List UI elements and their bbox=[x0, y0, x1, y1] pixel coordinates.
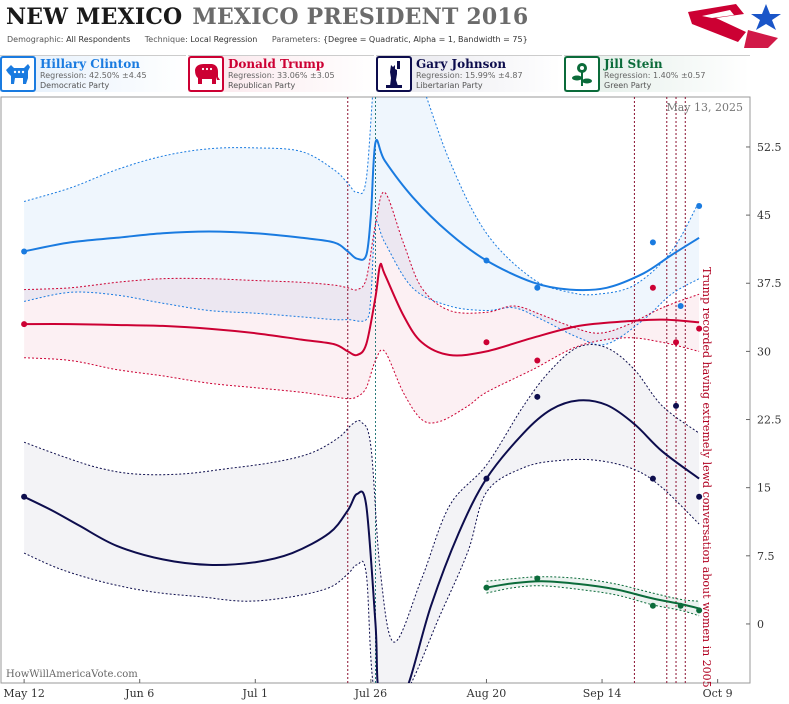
trend-line-johnson bbox=[23, 399, 700, 683]
x-tick-label: Sep 14 bbox=[583, 687, 622, 700]
candidate-party: Republican Party bbox=[228, 81, 296, 90]
chart-header: NEW MEXICO MEXICO PRESIDENT 2016 Demograp… bbox=[0, 0, 789, 54]
event-annotation: Trump recorded having extremely lewd con… bbox=[700, 267, 713, 688]
legend-item-clinton: Hillary Clinton Regression: 42.50% ±4.45… bbox=[0, 55, 186, 92]
x-tick-label: Oct 9 bbox=[703, 687, 733, 700]
poll-point-clinton bbox=[649, 239, 656, 246]
confidence-band-clinton bbox=[24, 97, 700, 345]
lower-bound-trump bbox=[24, 337, 700, 424]
date-label: May 13, 2025 bbox=[666, 101, 743, 114]
trend-line-trump bbox=[24, 262, 700, 357]
poll-point-trump bbox=[21, 321, 28, 328]
candidate-regression: Regression: 42.50% ±4.45 bbox=[40, 71, 147, 80]
poll-point-trump bbox=[649, 284, 656, 291]
polling-chart: 0 7.5 15 22.5 30 37.5 45 52.5 May 12 Jun 6 Jul 1 J… bbox=[0, 95, 789, 704]
poll-point-clinton bbox=[677, 302, 684, 309]
poll-point-trump bbox=[483, 339, 490, 346]
poll-point-stein bbox=[677, 602, 684, 609]
chart-canvas: 0 7.5 15 22.5 30 37.5 45 52.5 May 12 Jun 6 Jul 1 J… bbox=[0, 96, 782, 700]
confidence-band-stein bbox=[486, 576, 700, 616]
poll-point-trump bbox=[673, 339, 680, 346]
elephant-icon bbox=[188, 56, 224, 92]
poll-point-clinton bbox=[696, 203, 703, 210]
series-stein bbox=[483, 575, 703, 617]
watermark: HowWillAmericaVote.com bbox=[6, 669, 138, 680]
y-tick-label: 22.5 bbox=[757, 414, 782, 427]
technique-label: Technique: bbox=[144, 35, 188, 44]
poll-point-clinton bbox=[534, 284, 541, 291]
poll-point-johnson bbox=[483, 475, 490, 482]
candidate-legend: Hillary Clinton Regression: 42.50% ±4.45… bbox=[0, 55, 789, 93]
parameters-value: {Degree = Quadratic, Alpha = 1, Bandwidt… bbox=[322, 35, 528, 44]
confidence-band-johnson bbox=[24, 344, 700, 683]
candidate-regression: Regression: 15.99% ±4.87 bbox=[416, 71, 523, 80]
poll-point-johnson bbox=[534, 393, 541, 400]
series-johnson bbox=[21, 344, 703, 683]
candidate-regression: Regression: 1.40% ±0.57 bbox=[604, 71, 706, 80]
poll-point-clinton bbox=[21, 248, 28, 255]
legend-item-trump: Donald Trump Regression: 33.06% ±3.05 Re… bbox=[188, 55, 374, 92]
liberty-statue-icon bbox=[376, 56, 412, 92]
poll-point-stein bbox=[483, 584, 490, 591]
parameters-label: Parameters: bbox=[271, 35, 321, 44]
candidate-name: Jill Stein bbox=[604, 57, 663, 71]
legend-item-johnson: Gary Johnson Regression: 15.99% ±4.87 Li… bbox=[376, 55, 562, 92]
candidate-name: Hillary Clinton bbox=[40, 57, 140, 71]
legend-item-stein: Jill Stein Regression: 1.40% ±0.57 Green… bbox=[564, 55, 750, 92]
state-name: NEW MEXICO bbox=[6, 4, 183, 30]
y-tick-label: 45 bbox=[757, 209, 771, 222]
race-name: MEXICO PRESIDENT 2016 bbox=[192, 4, 529, 30]
poll-point-johnson bbox=[21, 493, 28, 500]
series-trump bbox=[21, 191, 703, 424]
candidate-name: Gary Johnson bbox=[416, 57, 507, 71]
y-tick-label: 7.5 bbox=[757, 550, 775, 563]
y-tick-label: 52.5 bbox=[757, 141, 782, 154]
poll-point-johnson bbox=[673, 402, 680, 409]
candidate-party: Democratic Party bbox=[40, 81, 110, 90]
confidence-band-trump bbox=[24, 192, 700, 424]
demographic-label: Demographic: bbox=[7, 35, 64, 44]
poll-point-johnson bbox=[649, 475, 656, 482]
demographic-value: All Respondents bbox=[66, 35, 131, 44]
x-tick-label: Aug 20 bbox=[466, 687, 507, 700]
y-tick-label: 15 bbox=[757, 482, 771, 495]
page-title: NEW MEXICO MEXICO PRESIDENT 2016 bbox=[6, 4, 528, 30]
candidate-party: Green Party bbox=[604, 81, 652, 90]
x-tick-label: Jun 6 bbox=[124, 687, 154, 700]
x-tick-label: Jul 26 bbox=[354, 687, 388, 700]
poll-point-stein bbox=[534, 575, 541, 582]
poll-point-stein bbox=[696, 607, 703, 614]
poll-point-trump bbox=[696, 325, 703, 332]
technique-value: Local Regression bbox=[190, 35, 258, 44]
trend-line-clinton bbox=[23, 139, 700, 292]
poll-point-clinton bbox=[483, 257, 490, 264]
x-tick-label: May 12 bbox=[3, 687, 45, 700]
y-tick-label: 30 bbox=[757, 345, 771, 358]
lower-bound-johnson bbox=[23, 458, 700, 683]
poll-point-trump bbox=[534, 357, 541, 364]
upper-bound-johnson bbox=[23, 344, 700, 643]
candidate-name: Donald Trump bbox=[228, 57, 325, 71]
y-tick-label: 37.5 bbox=[757, 277, 782, 290]
poll-point-stein bbox=[649, 602, 656, 609]
donkey-icon bbox=[0, 56, 36, 92]
site-logo-icon bbox=[688, 4, 781, 48]
candidate-party: Libertarian Party bbox=[416, 81, 483, 90]
flower-icon bbox=[564, 56, 600, 92]
y-tick-label: 0 bbox=[757, 618, 764, 631]
parameters-line: Demographic: All Respondents Technique: … bbox=[7, 35, 528, 44]
candidate-regression: Regression: 33.06% ±3.05 bbox=[228, 71, 335, 80]
poll-point-johnson bbox=[696, 493, 703, 500]
x-tick-label: Jul 1 bbox=[242, 687, 269, 700]
